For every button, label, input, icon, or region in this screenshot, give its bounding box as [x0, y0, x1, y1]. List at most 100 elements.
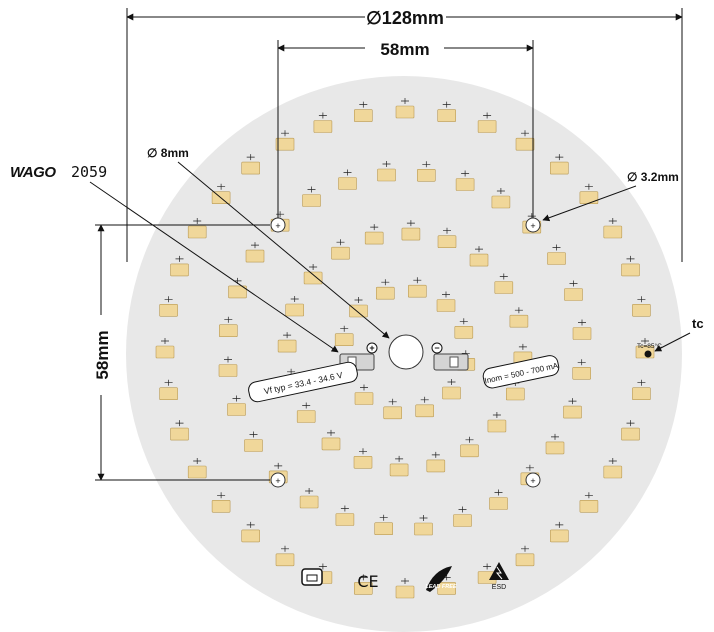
- led-chip: [353, 574, 373, 595]
- led-chip: [227, 395, 246, 416]
- tc-point-label: Tc=85°C: [637, 342, 662, 350]
- mount-hole: +: [270, 217, 286, 233]
- led-chip: [545, 433, 565, 455]
- mount-hole-label: ∅ 3.2mm: [627, 170, 679, 184]
- led-chip: [632, 296, 651, 317]
- led-chip: [374, 514, 394, 536]
- led-chip: [515, 545, 535, 567]
- led-chip: [395, 578, 415, 599]
- led-chip: [460, 436, 479, 458]
- led-chip: [187, 458, 207, 479]
- led-chip: [437, 101, 457, 122]
- tc-leader: [654, 332, 691, 352]
- led-chip: [572, 359, 592, 380]
- lead-free-text: LEAD FREE: [425, 584, 457, 590]
- connector-symbol: [301, 568, 323, 586]
- led-chip: [377, 161, 396, 182]
- center-hole-leader: [177, 161, 390, 339]
- led-chip: [334, 325, 354, 347]
- led-chip: [426, 451, 446, 473]
- lead-free-mark: LEAD FREE: [425, 566, 457, 592]
- led-chip: [159, 296, 178, 317]
- led-chip: [489, 489, 508, 510]
- led-chip: [632, 379, 651, 401]
- led-chip: [509, 307, 529, 328]
- tc-point: Tc=85°C: [637, 342, 662, 358]
- wago-logo: WAGO 2059: [10, 163, 107, 181]
- led-chip: [621, 420, 640, 441]
- led-chip: [572, 319, 592, 340]
- led-chip: [395, 98, 415, 119]
- led-chip: [245, 242, 265, 263]
- led-chip: [494, 273, 514, 294]
- led-chip: [401, 220, 421, 241]
- led-chip: [170, 255, 189, 277]
- center-hole: [388, 334, 424, 370]
- led-chip: [303, 264, 323, 285]
- led-chip: [416, 161, 436, 182]
- dimension-hole-spacing-vertical: [95, 224, 270, 481]
- led-chip: [515, 130, 535, 151]
- led-chip: [414, 515, 433, 536]
- led-array: [155, 98, 655, 599]
- wago-brand: WAGO: [10, 164, 56, 181]
- led-chip: [277, 332, 297, 353]
- led-chip: [564, 280, 583, 301]
- center-hole-label: ∅ 8mm: [147, 146, 189, 160]
- led-chip: [454, 318, 474, 339]
- led-chip: [338, 169, 357, 190]
- mount-hole: +: [525, 472, 541, 488]
- led-chip: [353, 448, 373, 469]
- led-chip: [563, 398, 582, 419]
- led-chip: [547, 244, 566, 265]
- led-chip: [579, 492, 599, 513]
- ce-mark: CE: [357, 572, 378, 591]
- led-chip: [187, 218, 207, 239]
- led-chip: [437, 227, 457, 248]
- led-chip: [331, 239, 350, 260]
- led-chip: [211, 492, 231, 513]
- mount-hole: +: [270, 472, 286, 488]
- led-chip: [321, 429, 341, 451]
- led-chip: [228, 277, 247, 299]
- terminal-minus: −: [434, 343, 439, 353]
- hole-spacing-vertical-label: 58mm: [93, 330, 112, 379]
- led-chip: [241, 521, 260, 543]
- tc-callout-label: tc: [692, 316, 704, 331]
- led-chip: [159, 379, 178, 401]
- led-chip: [285, 296, 305, 317]
- led-chip: [335, 505, 355, 526]
- led-chip: [375, 279, 395, 300]
- led-chip: [389, 455, 409, 477]
- led-chip: [436, 291, 456, 312]
- dimension-outer-diameter: [126, 8, 683, 262]
- led-chip: [275, 130, 295, 151]
- led-chip: [549, 521, 569, 543]
- wago-leader: [89, 181, 339, 353]
- led-chip: [354, 384, 374, 405]
- svg-text:+: +: [530, 476, 535, 486]
- led-chip: [299, 488, 319, 509]
- led-chip: [491, 188, 511, 209]
- led-chip: [349, 297, 368, 318]
- led-chip: [218, 356, 238, 377]
- led-chip: [364, 224, 384, 245]
- led-chip: [241, 154, 260, 175]
- led-chip: [383, 398, 403, 420]
- led-chip: [487, 412, 507, 433]
- led-chip: [155, 338, 175, 359]
- led-chip: [477, 112, 497, 133]
- esd-mark: ESD: [489, 562, 509, 591]
- led-chip: [275, 545, 295, 567]
- led-chip: [170, 420, 189, 441]
- terminal-minus-marker: [431, 342, 443, 354]
- led-chip: [415, 396, 435, 418]
- hole-spacing-horizontal-label: 58mm: [380, 40, 429, 59]
- led-chip: [453, 506, 472, 527]
- wago-model: 2059: [71, 163, 107, 181]
- terminal-plus-marker: [366, 342, 378, 354]
- led-chip: [244, 431, 263, 452]
- mount-hole-leader: [542, 185, 637, 222]
- led-chip: [313, 112, 333, 133]
